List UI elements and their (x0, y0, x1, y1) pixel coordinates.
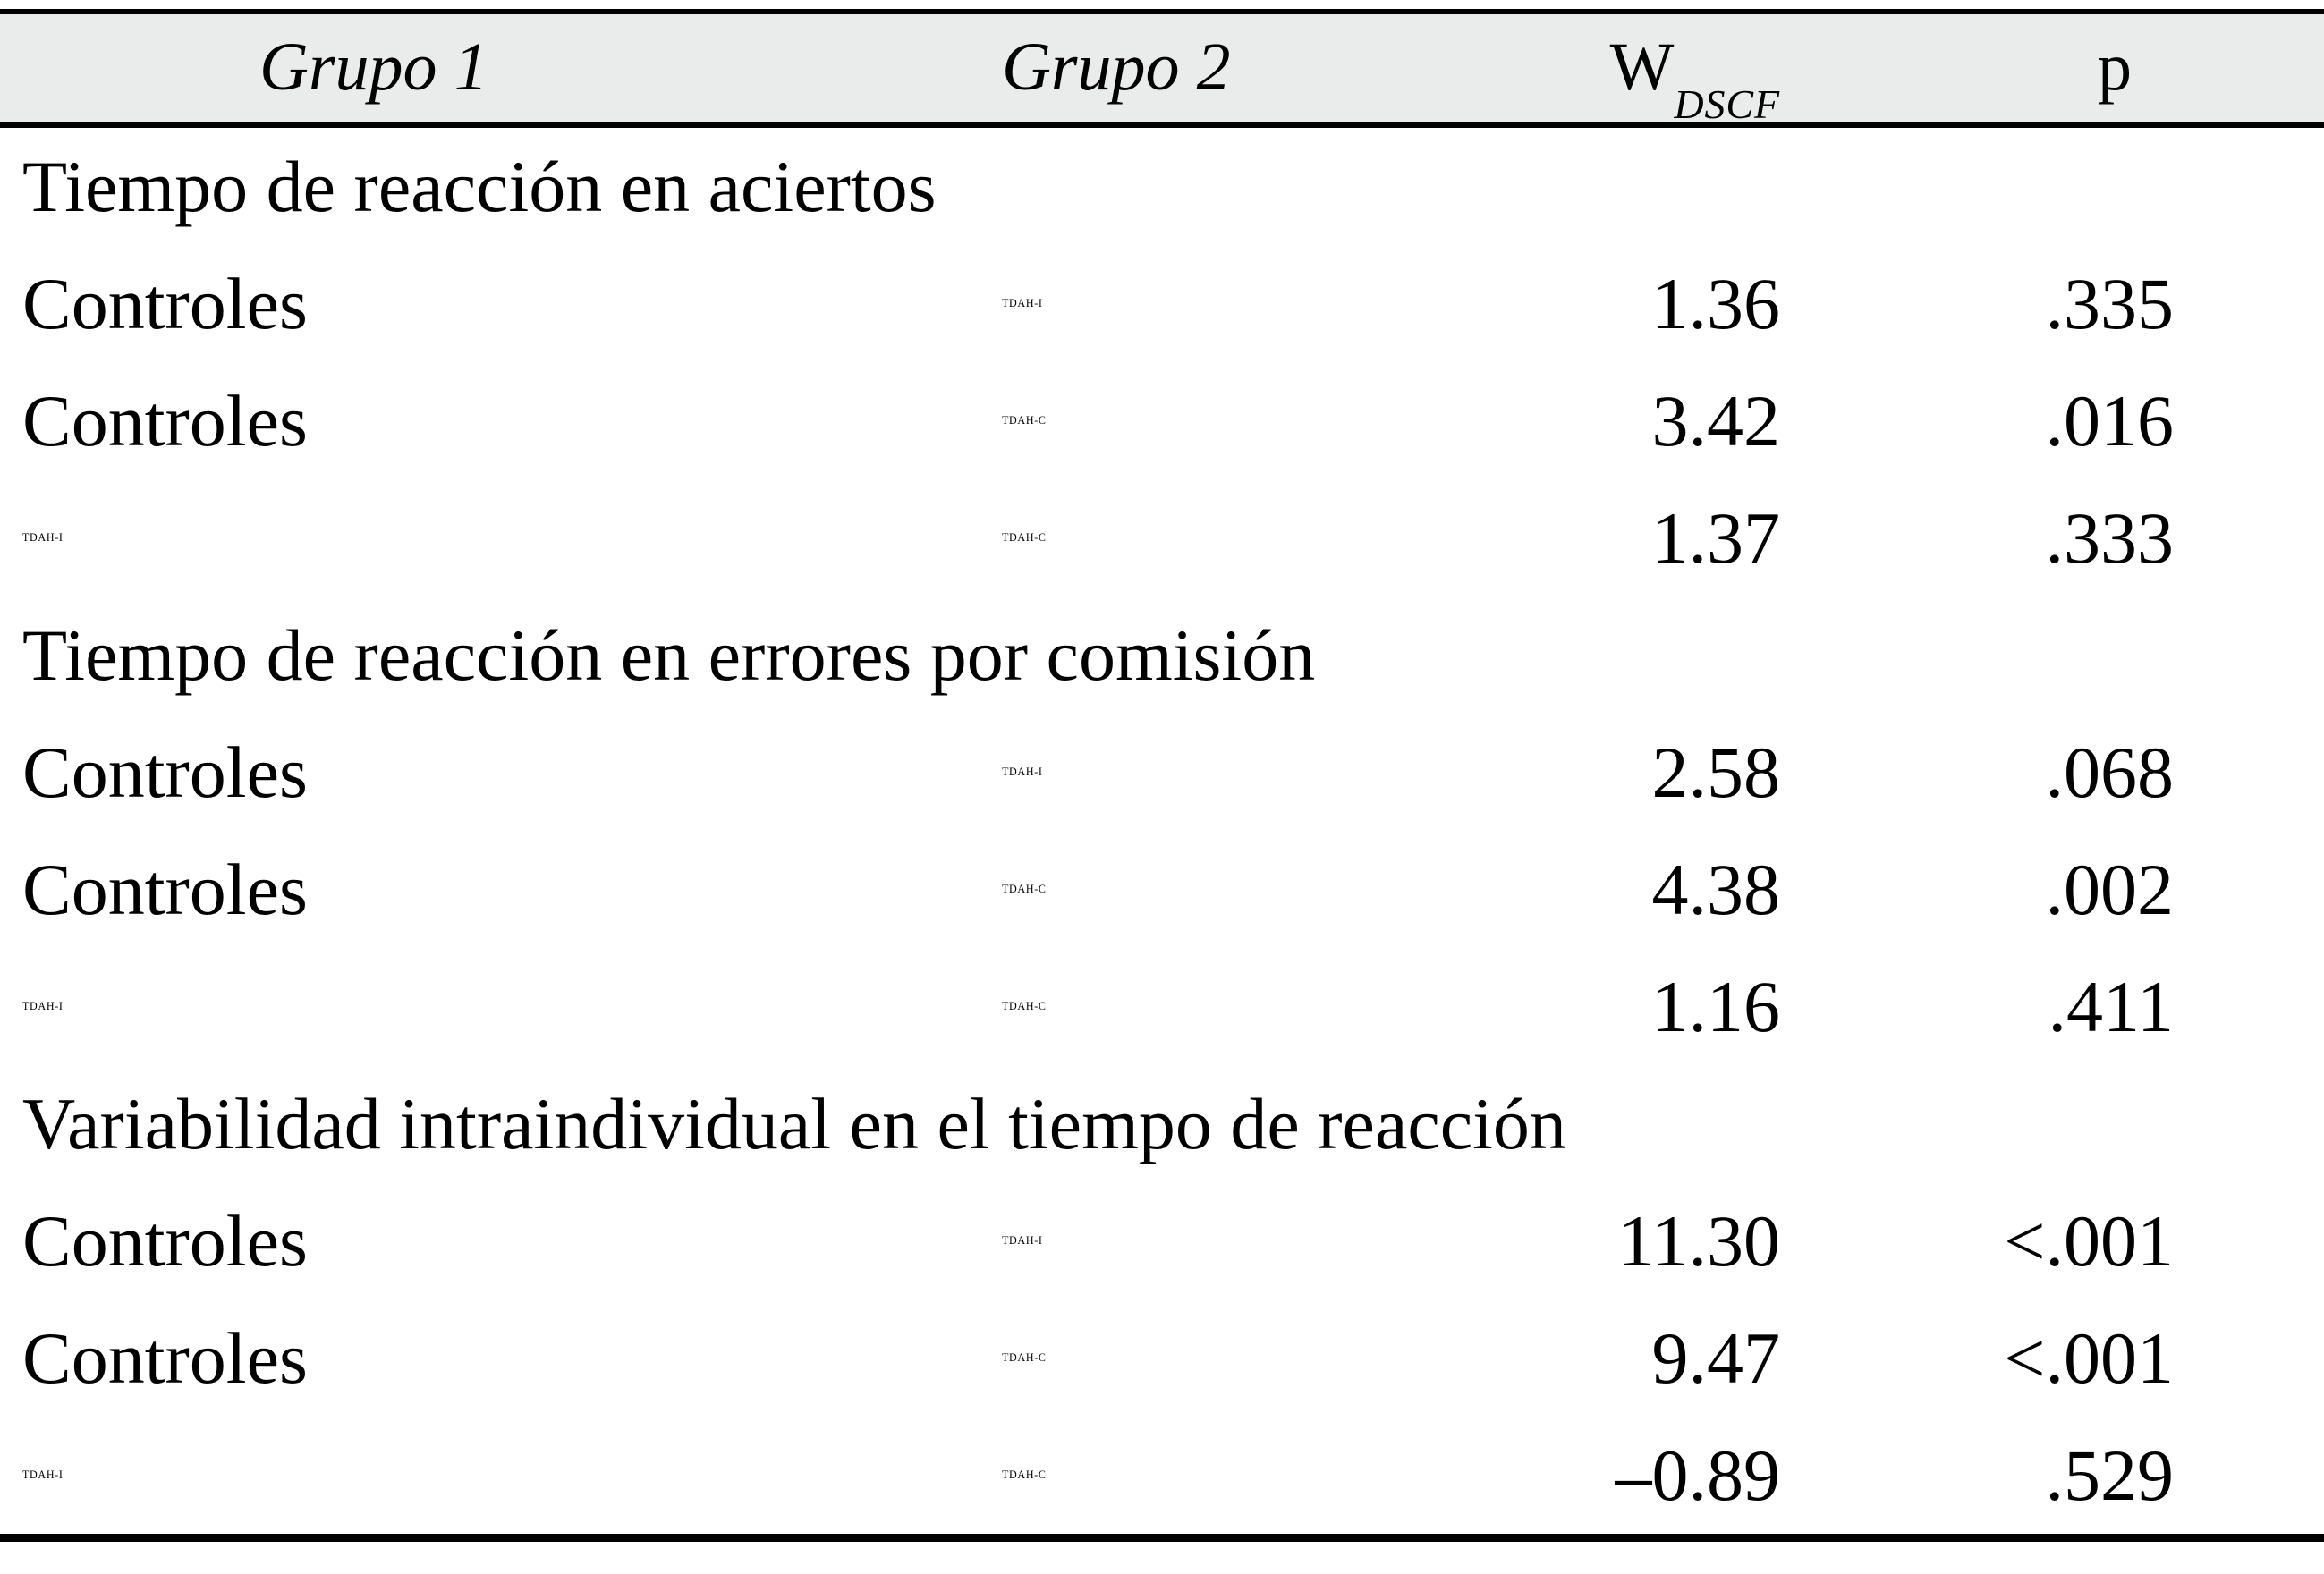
w-dscf-value: –0.89 (1615, 1434, 1781, 1516)
p-value: .529 (2045, 1434, 2175, 1516)
header-w-dscf: WDSCF (1342, 14, 1834, 157)
p-value: .068 (2045, 732, 2175, 813)
w-dscf-value: 1.36 (1651, 263, 1781, 344)
w-dscf-value: 2.58 (1651, 732, 1781, 813)
grupo1-cell: Controles (22, 849, 308, 930)
grupo2-cell: TDAH-I (1002, 766, 1043, 778)
table-row: Controles TDAH-C 3.42 .016 (0, 362, 2324, 479)
p-value: .333 (2045, 497, 2175, 579)
grupo2-cell: TDAH-C (1002, 1351, 1047, 1364)
w-dscf-value: 1.16 (1651, 966, 1781, 1047)
table-row: TDAH-I TDAH-C –0.89 .529 (0, 1417, 2324, 1534)
table-row: Controles TDAH-C 4.38 .002 (0, 831, 2324, 948)
table-row: TDAH-I TDAH-C 1.16 .411 (0, 948, 2324, 1065)
p-value: <.001 (2004, 1200, 2174, 1282)
grupo2-cell: TDAH-C (1002, 1000, 1047, 1012)
w-dscf-value: 3.42 (1651, 380, 1781, 461)
grupo1-cell: TDAH-I (22, 1000, 64, 1012)
header-grupo2: Grupo 2 (1002, 30, 1231, 105)
table-row: Controles TDAH-I 2.58 .068 (0, 714, 2324, 831)
grupo1-cell: TDAH-I (22, 531, 64, 544)
w-dscf-value: 9.47 (1651, 1317, 1781, 1399)
w-dscf-value: 4.38 (1651, 849, 1781, 930)
table-bottom-rule (0, 1534, 2324, 1542)
header-w-subscript: DSCF (1674, 81, 1780, 128)
grupo1-cell: Controles (22, 1317, 308, 1399)
grupo2-cell: TDAH-I (1002, 297, 1043, 309)
p-value: .002 (2045, 849, 2175, 930)
w-dscf-value: 11.30 (1617, 1200, 1780, 1282)
grupo1-cell: Controles (22, 380, 308, 461)
p-value: .411 (2048, 966, 2174, 1047)
table-header-row: Grupo 1 Grupo 2 WDSCF p (0, 9, 2324, 128)
grupo2-cell: TDAH-C (1002, 1468, 1047, 1481)
section-title-errores-comision: Tiempo de reacción en errores por comisi… (22, 614, 1316, 696)
header-p: p (2098, 30, 2132, 105)
p-value: .016 (2045, 380, 2175, 461)
p-value: <.001 (2004, 1317, 2174, 1399)
grupo2-cell: TDAH-I (1002, 1234, 1043, 1247)
grupo2-cell: TDAH-C (1002, 414, 1047, 427)
table-row: Controles TDAH-I 1.36 .335 (0, 245, 2324, 362)
header-grupo1: Grupo 1 (259, 30, 488, 105)
section-title-variabilidad: Variabilidad intraindividual en el tiemp… (22, 1083, 1566, 1164)
grupo2-cell: TDAH-C (1002, 531, 1047, 544)
grupo1-cell: Controles (22, 263, 308, 344)
grupo2-cell: TDAH-C (1002, 883, 1047, 895)
table-row: Controles TDAH-C 9.47 <.001 (0, 1299, 2324, 1417)
grupo1-cell: Controles (22, 732, 308, 813)
table-row: TDAH-I TDAH-C 1.37 .333 (0, 479, 2324, 597)
p-value: .335 (2045, 263, 2175, 344)
statistics-table: Grupo 1 Grupo 2 WDSCF p Tiempo de reacci… (0, 9, 2324, 1542)
header-w-base: W (1609, 30, 1675, 105)
grupo1-cell: Controles (22, 1200, 308, 1282)
table-row: Controles TDAH-I 11.30 <.001 (0, 1182, 2324, 1299)
w-dscf-value: 1.37 (1651, 497, 1781, 579)
grupo1-cell: TDAH-I (22, 1468, 64, 1481)
section-title-aciertos: Tiempo de reacción en aciertos (22, 146, 937, 227)
